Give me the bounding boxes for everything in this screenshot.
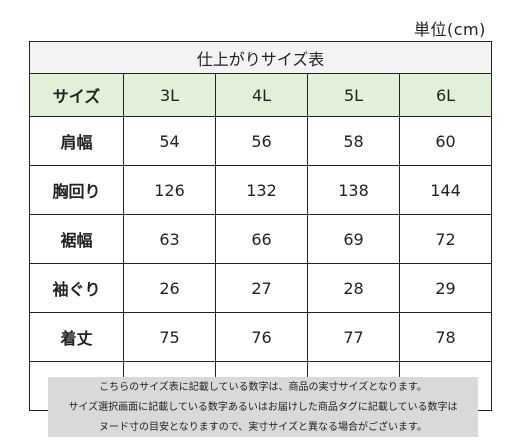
cell-value: 29 — [398, 263, 493, 313]
cell-value: 75 — [123, 312, 216, 362]
cell-value: 26 — [123, 263, 216, 313]
table-row: 肩幅 54 56 58 60 — [29, 116, 493, 166]
note-line: サイズ選択画面に記載している数字あるいはお届けした商品タグに記載している数字は — [68, 402, 458, 413]
cell-value: 27 — [215, 263, 308, 313]
row-label: 袖ぐり — [29, 263, 124, 313]
cell-value: 54 — [123, 116, 216, 166]
size-header-row: サイズ 3L 4L 5L 6L — [29, 73, 493, 117]
size-header-5l: 5L — [307, 73, 400, 117]
cell-value: 69 — [307, 214, 400, 264]
size-header-6l: 6L — [398, 73, 493, 117]
cell-value: 60 — [398, 116, 493, 166]
cell-value: 66 — [215, 214, 308, 264]
row-label: 胸回り — [29, 165, 124, 215]
size-header-3l: 3L — [123, 73, 216, 117]
size-header-4l: 4L — [215, 73, 308, 117]
cell-value: 28 — [307, 263, 400, 313]
cell-value: 77 — [307, 312, 400, 362]
cell-value: 144 — [398, 165, 493, 215]
size-note: こちらのサイズ表に記載している数字は、商品の実寸サイズとなります。 サイズ選択画… — [48, 377, 478, 437]
table-row: 裾幅 63 66 69 72 — [29, 214, 493, 264]
cell-value: 72 — [398, 214, 493, 264]
table-title: 仕上がりサイズ表 — [28, 41, 493, 74]
row-label: 肩幅 — [29, 116, 124, 166]
note-line: こちらのサイズ表に記載している数字は、商品の実寸サイズとなります。 — [99, 382, 427, 393]
cell-value: 138 — [307, 165, 400, 215]
unit-label: 単位(cm) — [414, 20, 486, 39]
size-table: 仕上がりサイズ表 サイズ 3L 4L 5L 6L 肩幅 54 56 58 60 … — [28, 41, 493, 411]
cell-value: 63 — [123, 214, 216, 264]
row-label: 裾幅 — [29, 214, 124, 264]
cell-value: 78 — [398, 312, 493, 362]
note-line: ヌード寸の目安となりますので、実寸サイズと異なる場合がございます。 — [99, 422, 427, 433]
row-label: 着丈 — [29, 312, 124, 362]
table-row: 胸回り 126 132 138 144 — [29, 165, 493, 215]
cell-value: 132 — [215, 165, 308, 215]
cell-value: 58 — [307, 116, 400, 166]
table-row: 着丈 75 76 77 78 — [29, 312, 493, 362]
table-row: 袖ぐり 26 27 28 29 — [29, 263, 493, 313]
cell-value: 76 — [215, 312, 308, 362]
cell-value: 56 — [215, 116, 308, 166]
size-header-label: サイズ — [29, 73, 124, 117]
cell-value: 126 — [123, 165, 216, 215]
